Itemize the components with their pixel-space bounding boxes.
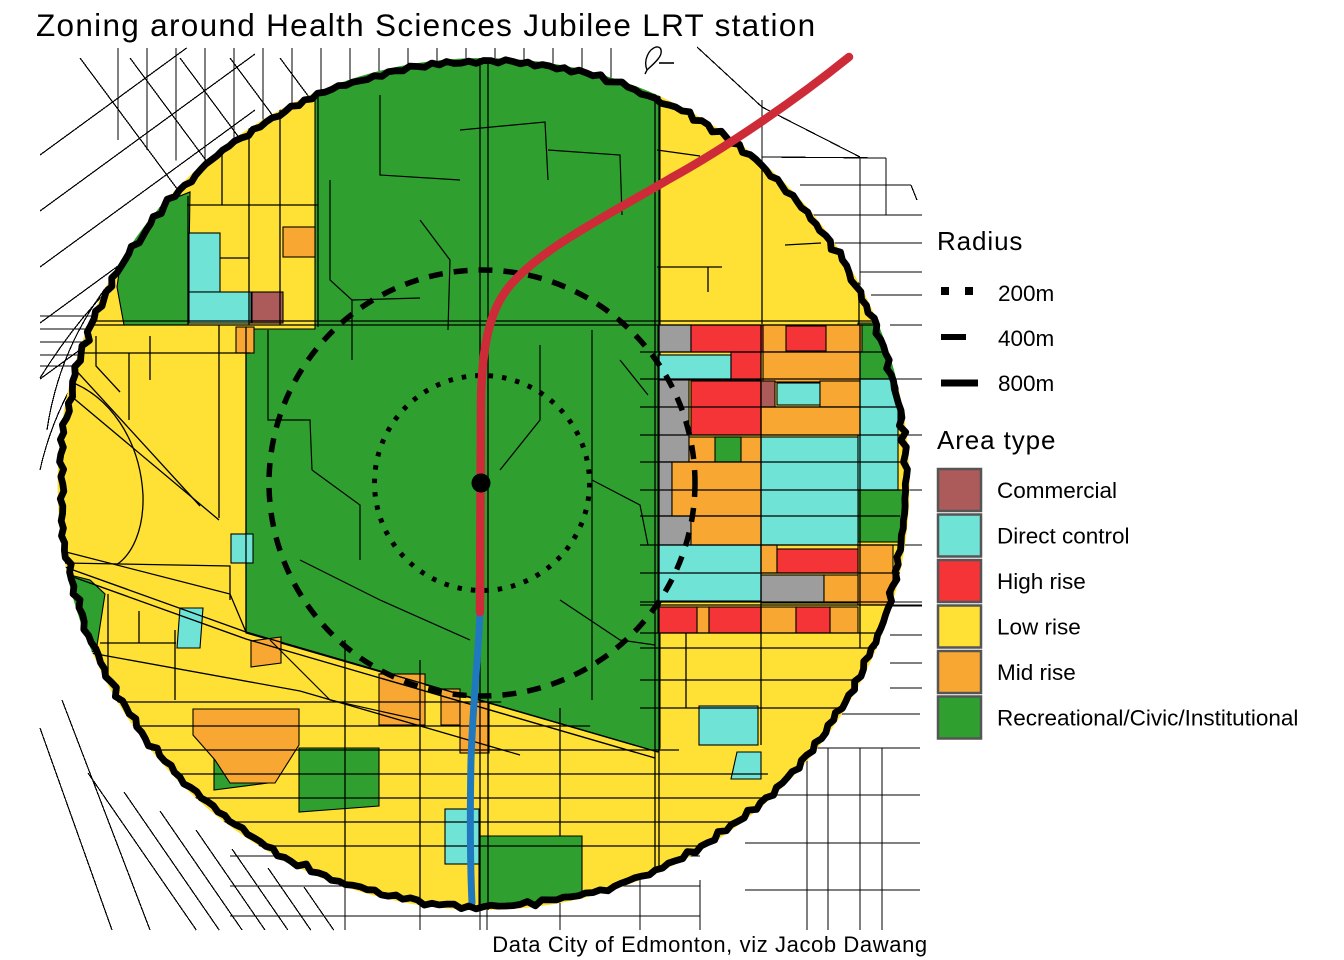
svg-text:Direct control: Direct control [997,524,1130,549]
svg-text:Recreational/Civic/Institution: Recreational/Civic/Institutional [997,706,1298,731]
svg-text:Radius: Radius [937,226,1023,256]
svg-text:Area type: Area type [937,425,1056,455]
svg-text:400m: 400m [998,326,1054,351]
svg-text:Zoning around Health Sciences: Zoning around Health Sciences Jubilee LR… [36,7,816,43]
svg-text:800m: 800m [998,371,1054,396]
svg-text:Commercial: Commercial [997,478,1117,503]
svg-text:Data City of Edmonton, viz Jac: Data City of Edmonton, viz Jacob Dawang [492,932,928,957]
svg-text:200m: 200m [998,281,1054,306]
svg-text:Low rise: Low rise [997,615,1081,640]
svg-text:High rise: High rise [997,569,1086,594]
svg-text:Mid rise: Mid rise [997,660,1076,685]
